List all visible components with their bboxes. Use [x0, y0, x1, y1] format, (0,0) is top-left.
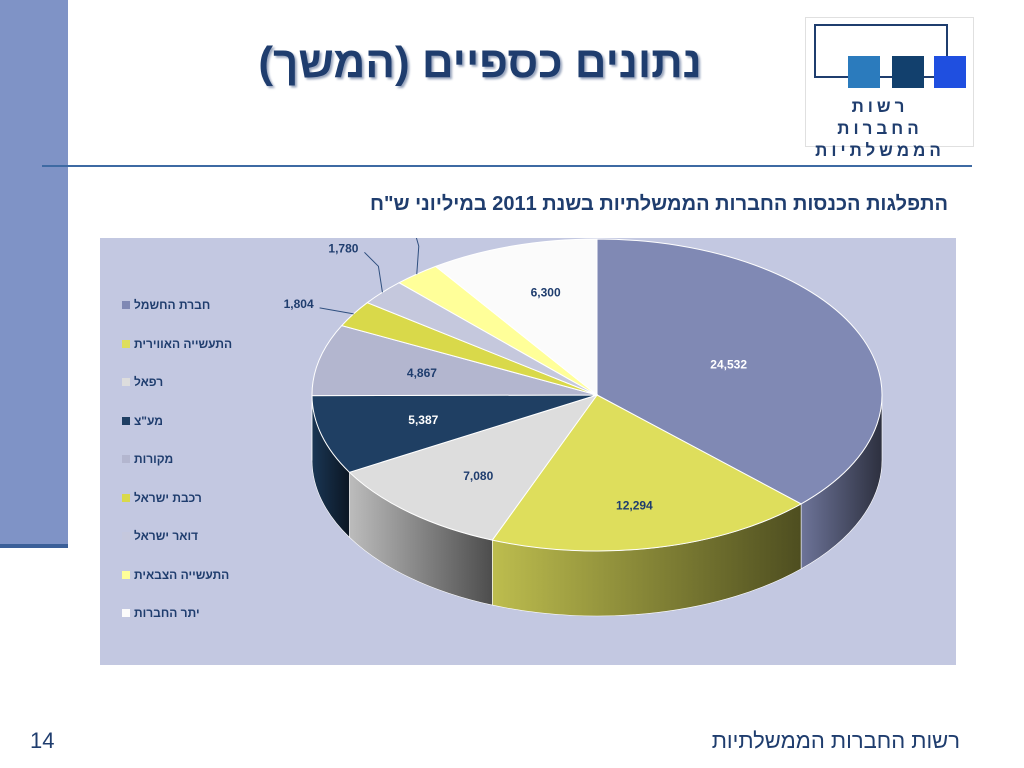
legend-item: מקורות: [122, 440, 322, 479]
page-number: 14: [30, 728, 55, 753]
logo-square-dark: [892, 56, 924, 88]
data-label: 24,532: [710, 358, 747, 372]
data-label: 1,804: [284, 297, 314, 311]
pie-data-labels: 24,53212,2947,0805,3874,8671,8041,7801,7…: [284, 238, 747, 513]
legend-label: רכבת ישראל: [134, 490, 202, 505]
legend-item: מע"צ: [122, 402, 322, 441]
legend-item: יתר החברות: [122, 594, 322, 633]
data-label: 7,080: [463, 469, 493, 483]
legend-swatch: [122, 570, 130, 579]
legend-label: יתר החברות: [134, 606, 200, 621]
pie-slice: [491, 394, 803, 552]
legend-item: חברת החשמל: [122, 286, 322, 325]
pie-slice: [348, 394, 599, 541]
logo-square-light: [848, 56, 880, 88]
title-divider: [42, 165, 972, 167]
chart-subtitle: התפלגות הכנסות החברות הממשלתיות בשנת 201…: [370, 193, 948, 215]
pie-chart: 24,53212,2947,0805,3874,8671,8041,7801,7…: [284, 238, 883, 617]
legend-label: התעשייה האווירית: [134, 336, 233, 351]
legend-label: חברת החשמל: [134, 298, 211, 313]
data-label: 5,387: [408, 413, 438, 427]
data-label: 1,780: [328, 241, 358, 255]
pie-slice: [434, 238, 598, 397]
leader-line: [415, 238, 420, 275]
pie-slice: [311, 394, 598, 473]
legend-item: התעשייה הצבאית: [122, 556, 322, 595]
pie-slice: [596, 238, 883, 505]
legend-swatch: [122, 532, 130, 541]
chart-legend: חברת החשמל התעשייה האווירית רפאל מע"צ מקורות…: [122, 286, 322, 633]
legend-swatch: [122, 301, 130, 310]
slide-title: נתונים כספיים (המשך): [258, 38, 702, 87]
legend-swatch: [122, 455, 130, 464]
leader-line: [319, 307, 354, 315]
legend-label: דואר ישראל: [134, 529, 199, 544]
logo-text: רשות החברות הממשלתיות: [810, 96, 950, 162]
legend-label: מקורות: [134, 452, 174, 467]
chart-panel: חברת החשמל התעשייה האווירית רפאל מע"צ מקורות…: [100, 238, 956, 665]
legend-swatch: [122, 339, 130, 348]
legend-swatch: [122, 609, 130, 618]
logo-line-1: רשות החברות: [837, 97, 923, 138]
leader-line: [364, 251, 383, 293]
logo-line-2: הממשלתיות: [815, 141, 945, 160]
legend-swatch: [122, 416, 130, 425]
data-label: 4,867: [407, 366, 437, 380]
logo-square-bright: [934, 56, 966, 88]
sidebar-decoration: [0, 0, 68, 548]
sidebar-edge: [0, 544, 68, 548]
pie-tops: [311, 238, 883, 552]
footer-organization: רשות החברות הממשלתיות: [711, 728, 960, 753]
legend-item: התעשייה האווירית: [122, 325, 322, 364]
logo-frame: [814, 24, 948, 78]
legend-label: רפאל: [134, 375, 164, 390]
pie-slice: [311, 325, 598, 397]
data-label: 6,300: [531, 286, 561, 300]
legend-item: דואר ישראל: [122, 517, 322, 556]
data-label: 12,294: [616, 499, 653, 513]
legend-label: התעשייה הצבאית: [134, 567, 230, 582]
legend-swatch: [122, 378, 130, 387]
legend-item: רפאל: [122, 363, 322, 402]
legend-label: מע"צ: [134, 413, 164, 428]
legend-swatch: [122, 493, 130, 502]
organization-logo: רשות החברות הממשלתיות: [805, 17, 974, 160]
legend-item: רכבת ישראל: [122, 479, 322, 518]
